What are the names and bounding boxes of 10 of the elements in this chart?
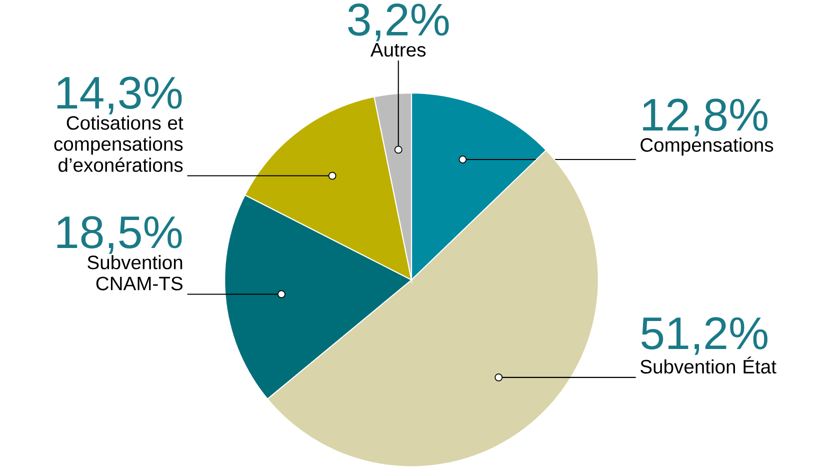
slice-label: Compensations xyxy=(640,138,774,156)
data-label: 3,2% xyxy=(348,3,449,42)
slice-label: Subvention État xyxy=(640,356,776,374)
data-label: 18,5% xyxy=(57,216,182,254)
data-label: 12,8% xyxy=(643,98,768,136)
slice-label: Autres xyxy=(370,43,426,57)
data-label: 51,2% xyxy=(641,317,768,355)
data-label: 14,3% xyxy=(57,76,182,114)
slice-label: Cotisations et compensations d’exonérations xyxy=(54,115,184,172)
slice-label: Subvention CNAM-TS xyxy=(88,254,182,290)
